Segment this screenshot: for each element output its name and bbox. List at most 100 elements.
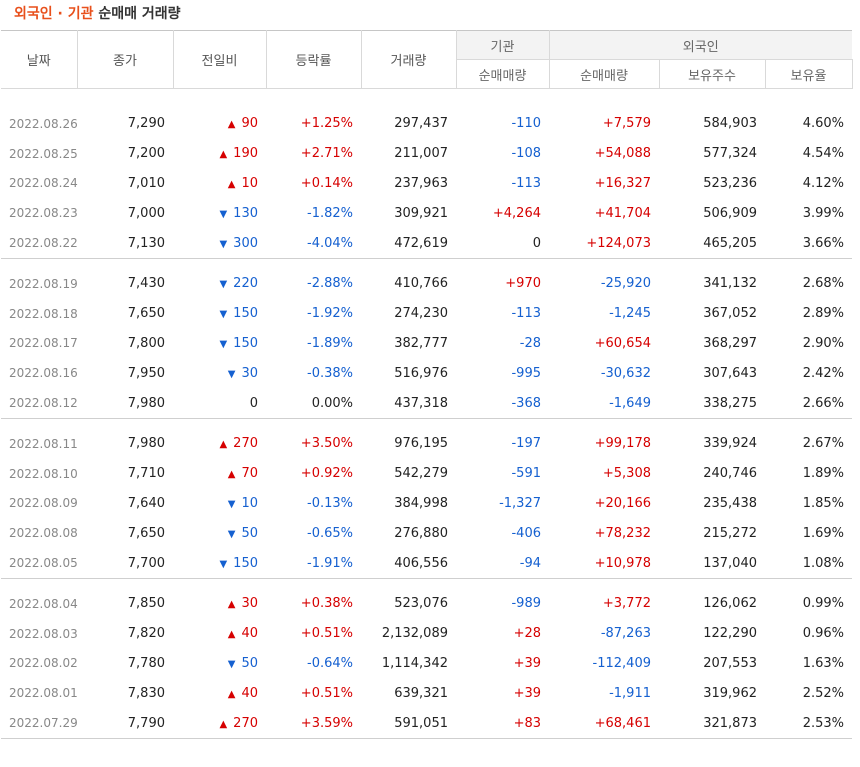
cell-diff: ▼ 150 (173, 548, 266, 578)
cell-volume: 382,777 (394, 335, 448, 351)
cell-foreign-ratio: 4.60% (802, 116, 844, 132)
cell-institution-net: -368 (511, 395, 541, 411)
cell-rate: -0.64% (307, 655, 353, 671)
cell-date: 2022.08.26 (9, 116, 78, 131)
table-row: 2022.08.01 7,830 ▲ 40 +0.51% 639,321 +39 -1,911… (1, 678, 852, 708)
cell-date: 2022.08.04 (9, 596, 78, 611)
cell-foreign-ratio: 2.90% (802, 335, 844, 351)
header-diff: 전일비 (172, 30, 267, 89)
cell-foreign-net: +60,654 (594, 335, 651, 351)
cell-foreign-holdings: 235,438 (703, 495, 757, 511)
cell-diff: ▲ 190 (173, 139, 266, 169)
cell-foreign-ratio: 1.69% (802, 525, 844, 541)
cell-foreign-net: +3,772 (602, 596, 651, 612)
cell-institution-net: -989 (511, 596, 541, 612)
cell-foreign-net: +7,579 (602, 116, 651, 132)
cell-date: 2022.07.29 (9, 716, 78, 731)
cell-foreign-net: +5,308 (602, 466, 651, 482)
cell-close: 7,000 (127, 205, 165, 221)
cell-diff: ▲ 30 (173, 589, 266, 619)
cell-rate: -2.88% (307, 276, 353, 292)
cell-diff-value: 0 (249, 395, 258, 411)
cell-volume: 274,230 (394, 306, 448, 322)
cell-foreign-holdings: 465,205 (703, 235, 757, 251)
cell-diff-value: 190 (233, 146, 258, 162)
triangle-down-icon: ▼ (227, 528, 236, 540)
cell-close: 7,010 (127, 175, 165, 191)
cell-foreign-holdings: 341,132 (703, 276, 757, 292)
table-row: 2022.08.04 7,850 ▲ 30 +0.38% 523,076 -989 +3,77… (1, 589, 852, 619)
cell-diff-value: 270 (233, 715, 258, 731)
cell-institution-net: -110 (511, 116, 541, 132)
cell-diff-value: 70 (241, 466, 258, 482)
cell-close: 7,980 (127, 436, 165, 452)
trading-table: 날짜 종가 전일비 등락률 거래량 기관 외국인 순매매량 순매매량 보유주수 … (1, 30, 853, 749)
cell-diff-value: 30 (241, 365, 258, 381)
cell-close: 7,800 (127, 335, 165, 351)
triangle-down-icon: ▼ (219, 208, 228, 220)
cell-close: 7,200 (127, 146, 165, 162)
cell-rate: 0.00% (311, 395, 353, 411)
cell-foreign-ratio: 1.85% (802, 495, 844, 511)
cell-institution-net: -113 (511, 306, 541, 322)
header-close: 종가 (76, 30, 174, 89)
cell-institution-net: -197 (511, 436, 541, 452)
cell-diff-value: 50 (241, 655, 258, 671)
cell-foreign-holdings: 338,275 (703, 395, 757, 411)
cell-diff: ▼ 220 (173, 269, 266, 299)
cell-date: 2022.08.03 (9, 626, 78, 641)
cell-date: 2022.08.25 (9, 146, 78, 161)
cell-foreign-ratio: 2.68% (802, 276, 844, 292)
cell-volume: 437,318 (394, 395, 448, 411)
cell-foreign-ratio: 1.08% (802, 555, 844, 571)
cell-volume: 384,998 (394, 495, 448, 511)
cell-institution-net: -406 (511, 525, 541, 541)
cell-rate: -0.65% (307, 525, 353, 541)
triangle-down-icon: ▼ (219, 558, 228, 570)
group-divider (1, 577, 852, 589)
triangle-down-icon: ▼ (227, 658, 236, 670)
cell-foreign-holdings: 321,873 (703, 715, 757, 731)
cell-close: 7,430 (127, 276, 165, 292)
cell-foreign-ratio: 2.42% (802, 365, 844, 381)
cell-rate: +0.51% (300, 626, 353, 642)
header-foreign-ratio: 보유율 (764, 59, 853, 89)
cell-foreign-net: +41,704 (594, 205, 651, 221)
cell-close: 7,850 (127, 596, 165, 612)
cell-institution-net: +39 (513, 685, 541, 701)
triangle-up-icon: ▲ (219, 439, 228, 451)
cell-volume: 542,279 (394, 466, 448, 482)
table-row: 2022.08.05 7,700 ▼ 150 -1.91% 406,556 -94 +10,9… (1, 548, 852, 578)
cell-diff: ▲ 270 (173, 708, 266, 738)
cell-foreign-ratio: 1.89% (802, 466, 844, 482)
header-foreign-holdings: 보유주수 (658, 59, 766, 89)
cell-foreign-net: +78,232 (594, 525, 651, 541)
table-row: 2022.08.19 7,430 ▼ 220 -2.88% 410,766 +970 -25,… (1, 269, 852, 299)
cell-volume: 591,051 (394, 715, 448, 731)
cell-foreign-net: +124,073 (586, 235, 651, 251)
cell-volume: 309,921 (394, 205, 448, 221)
cell-institution-net: +28 (513, 626, 541, 642)
cell-diff: ▲ 90 (173, 109, 266, 139)
cell-foreign-holdings: 339,924 (703, 436, 757, 452)
table-header: 날짜 종가 전일비 등락률 거래량 기관 외국인 순매매량 순매매량 보유주수 … (1, 30, 853, 89)
cell-foreign-net: -30,632 (600, 365, 651, 381)
cell-close: 7,710 (127, 466, 165, 482)
cell-date: 2022.08.02 (9, 656, 78, 671)
cell-diff-value: 10 (241, 495, 258, 511)
cell-institution-net: -1,327 (499, 495, 541, 511)
cell-foreign-holdings: 368,297 (703, 335, 757, 351)
cell-rate: -4.04% (307, 235, 353, 251)
table-row: 2022.08.02 7,780 ▼ 50 -0.64% 1,114,342 +39 -112… (1, 649, 852, 679)
cell-rate: -1.91% (307, 555, 353, 571)
cell-foreign-net: +16,327 (594, 175, 651, 191)
cell-institution-net: -591 (511, 466, 541, 482)
cell-date: 2022.08.05 (9, 556, 78, 571)
cell-foreign-net: -25,920 (600, 276, 651, 292)
cell-date: 2022.08.23 (9, 206, 78, 221)
cell-foreign-holdings: 506,909 (703, 205, 757, 221)
cell-close: 7,980 (127, 395, 165, 411)
triangle-up-icon: ▲ (219, 149, 228, 161)
cell-institution-net: +4,264 (492, 205, 541, 221)
cell-foreign-ratio: 2.67% (802, 436, 844, 452)
